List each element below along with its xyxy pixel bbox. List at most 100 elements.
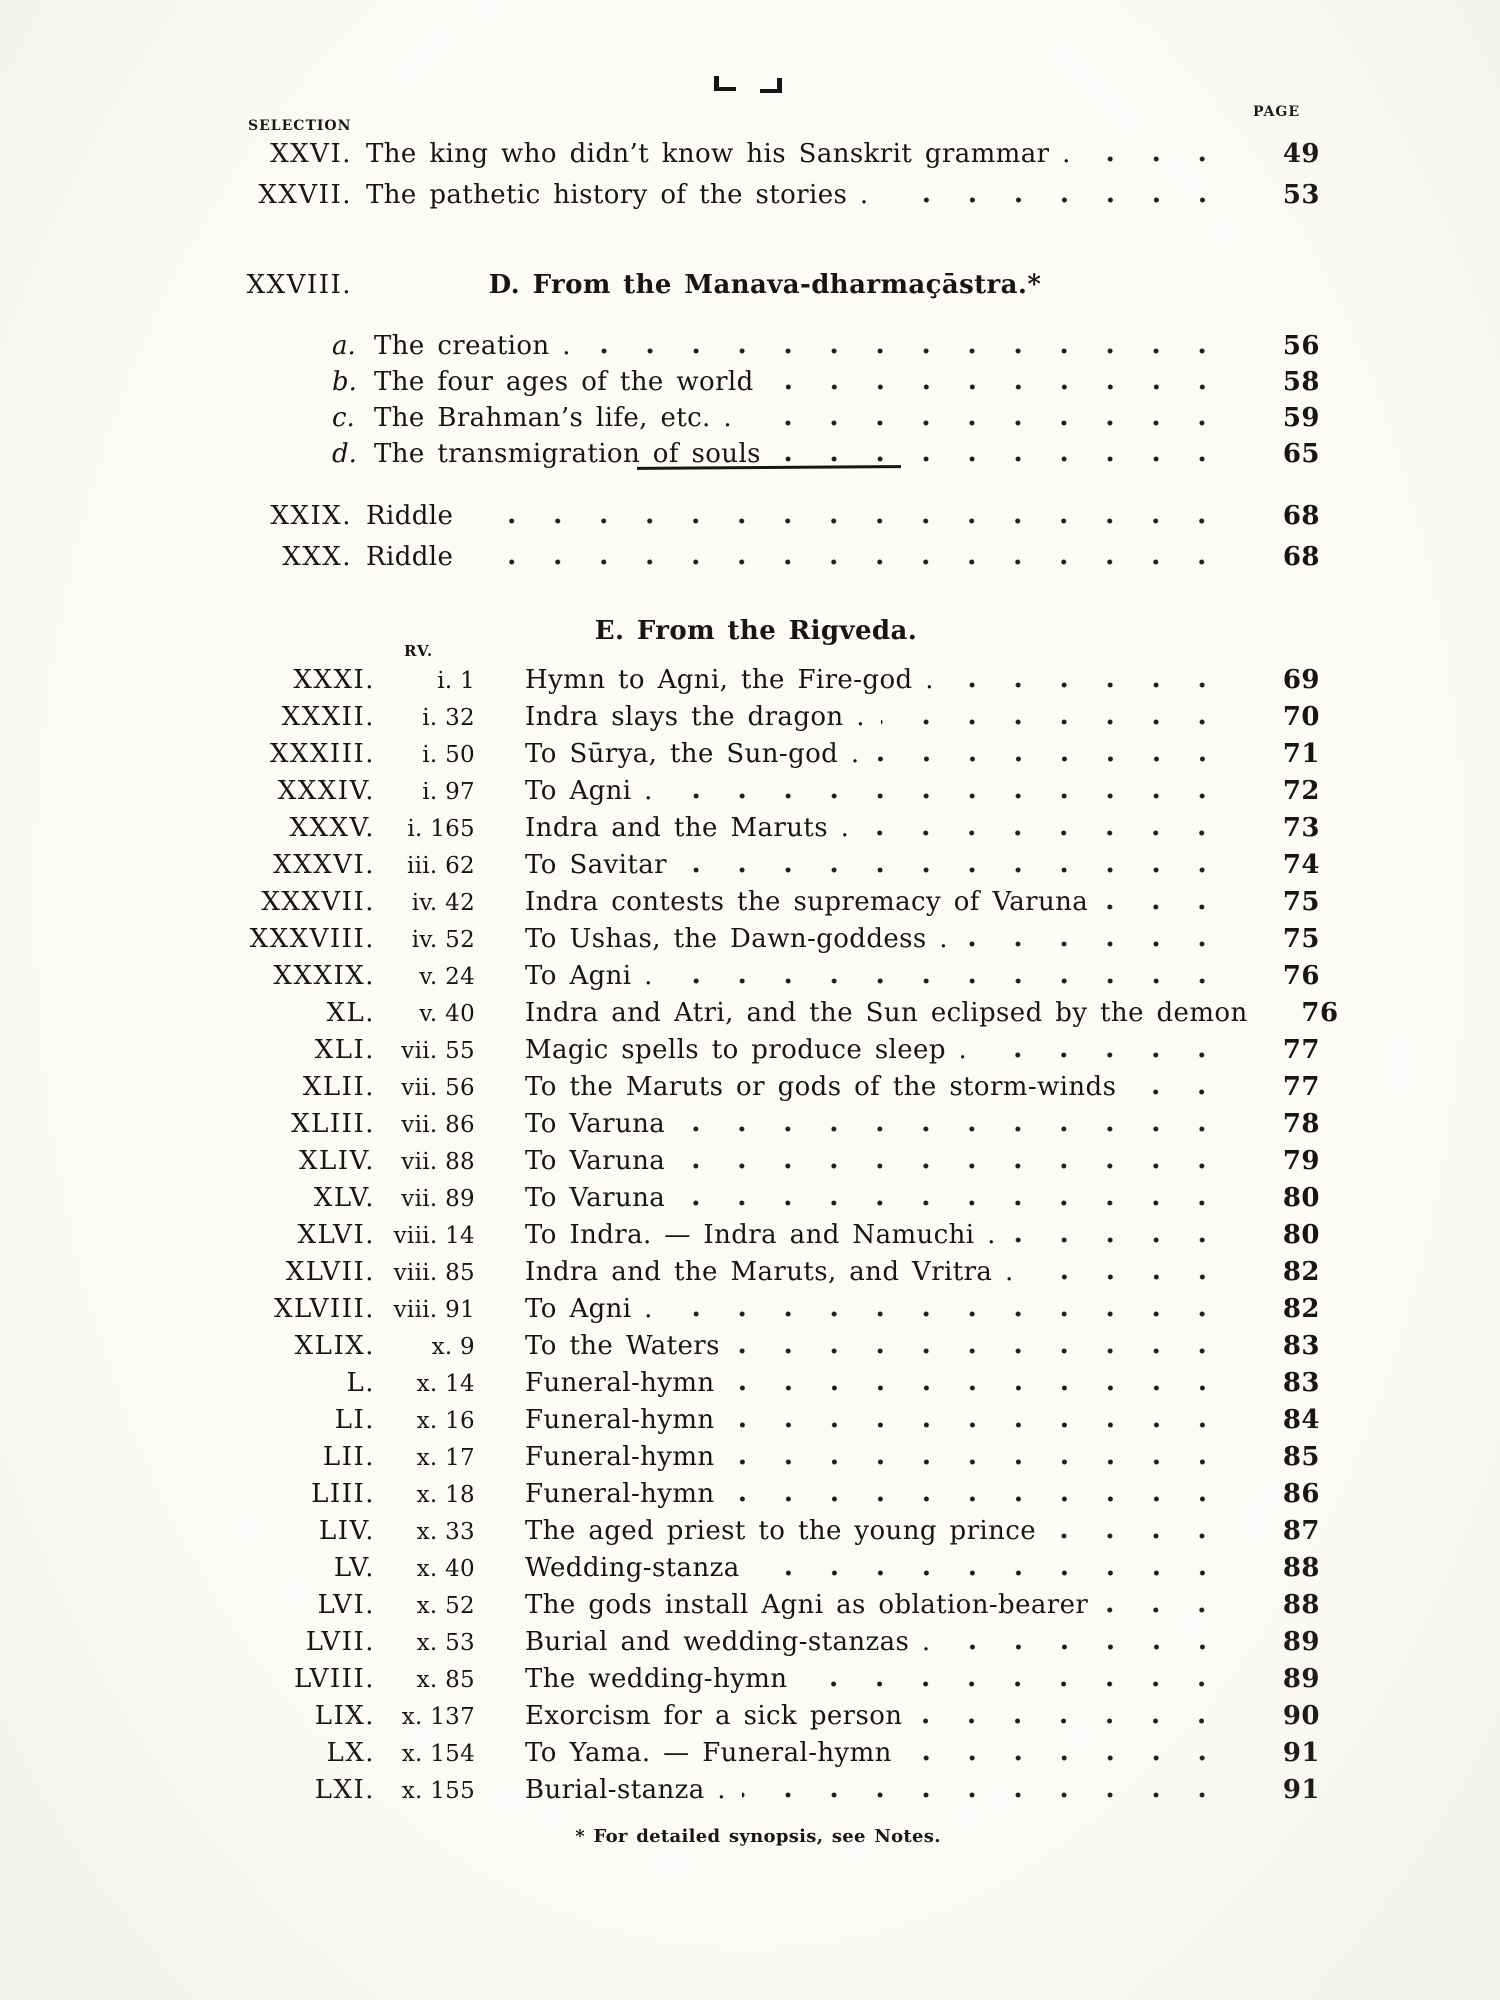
toc-entry-row: XXVI. The king who didn’t know his Sansk…	[180, 134, 1320, 175]
entry-title: The Brahman’s life, etc. .	[374, 403, 733, 433]
entry-title: The transmigration of souls	[374, 439, 761, 469]
selection-numeral: XXXVIII.	[249, 924, 375, 954]
selection-numeral: LXI.	[314, 1775, 375, 1805]
entry-title: To Ushas, the Dawn-goddess .	[525, 924, 948, 954]
page-number: 72	[1282, 776, 1320, 806]
dot-leader	[730, 1421, 1245, 1428]
dot-leader	[1132, 1088, 1245, 1095]
page-number: 84	[1282, 1405, 1320, 1435]
entry-title: Funeral-hymn	[525, 1368, 715, 1398]
rigveda-reference: iv. 52	[411, 927, 475, 953]
rigveda-reference: x. 155	[401, 1778, 475, 1804]
dot-leader	[469, 517, 1245, 524]
toc-entry-row: XLV. vii. 89 To Varuna 80	[180, 1180, 1320, 1217]
front-toc-rows: XXVI. The king who didn’t know his Sansk…	[180, 134, 1320, 216]
dot-leader	[682, 866, 1245, 873]
selection-numeral: XXXIII.	[269, 739, 375, 769]
selection-numeral: LIII.	[311, 1479, 375, 1509]
page-column-header: PAGE	[1253, 104, 1300, 120]
dot-leader	[681, 1125, 1245, 1132]
entry-title: Riddle	[366, 501, 454, 531]
selection-numeral: XLIX.	[294, 1331, 375, 1361]
section-d-heading-row: XXVIII. D. From the Manava-dharmaçāstra.…	[180, 270, 1320, 304]
footnote: * For detailed synopsis, see Notes.	[575, 1826, 941, 1847]
dot-leader	[907, 1754, 1245, 1761]
rigveda-reference: iv. 42	[411, 890, 475, 916]
dot-leader	[1052, 1532, 1245, 1539]
toc-entry-row: XL. v. 40 Indra and Atri, and the Sun ec…	[180, 995, 1338, 1032]
dot-leader	[1011, 1236, 1245, 1243]
dot-leader	[668, 792, 1245, 799]
toc-entry-row: XXXVI. iii. 62 To Savitar 74	[180, 847, 1320, 884]
entry-title: Indra and Atri, and the Sun eclipsed by …	[525, 998, 1248, 1028]
entry-title: Magic spells to produce sleep .	[525, 1035, 968, 1065]
subentry-letter: c.	[332, 403, 355, 433]
rigveda-reference: x. 18	[416, 1482, 475, 1508]
entry-title: The gods install Agni as oblation-bearer	[525, 1590, 1089, 1620]
selection-numeral: LVII.	[305, 1627, 375, 1657]
rigveda-reference: x. 16	[416, 1408, 475, 1434]
toc-entry-row: LIX. x. 137 Exorcism for a sick person 9…	[180, 1698, 1320, 1735]
dot-leader	[748, 419, 1245, 426]
toc-entry-row: XXXI. i. 1 Hymn to Agni, the Fire-god . …	[180, 662, 1320, 699]
toc-entry-row: XLIX. x. 9 To the Waters 83	[180, 1328, 1320, 1365]
dot-leader	[586, 347, 1245, 354]
dot-leader	[735, 1347, 1245, 1354]
entry-title: The king who didn’t know his Sanskrit gr…	[366, 139, 1071, 169]
rigveda-reference: x. 9	[431, 1334, 475, 1360]
toc-entry-row: XXXIX. v. 24 To Agni . 76	[180, 958, 1320, 995]
toc-entry-row: XLVII. viii. 85 Indra and the Maruts, an…	[180, 1254, 1320, 1291]
subentry-letter: d.	[332, 439, 357, 469]
toc-entry-row: XXXV. i. 165 Indra and the Maruts . 73	[180, 810, 1320, 847]
entry-title: Riddle	[366, 542, 454, 572]
toc-subentry-row: a. The creation . 56	[332, 328, 1320, 364]
rigveda-reference: vii. 88	[401, 1149, 475, 1175]
selection-numeral: XXXIV.	[277, 776, 375, 806]
page-number: 75	[1282, 924, 1320, 954]
selection-numeral: XXXI.	[293, 665, 375, 695]
entry-title: To the Waters	[525, 1331, 720, 1361]
dot-leader	[730, 1458, 1245, 1465]
entry-title: To the Maruts or gods of the storm-winds	[525, 1072, 1117, 1102]
page-number: 58	[1282, 367, 1320, 397]
dot-leader	[681, 1162, 1245, 1169]
selection-numeral: XLI.	[314, 1035, 375, 1065]
dot-leader	[803, 1680, 1245, 1687]
rigveda-reference: i. 32	[422, 705, 475, 731]
rigveda-reference: x. 85	[416, 1667, 475, 1693]
page-number: 75	[1282, 887, 1320, 917]
entry-title: To Varuna	[525, 1146, 666, 1176]
dot-leader	[1104, 1606, 1245, 1613]
dot-leader	[1029, 1273, 1245, 1280]
crop-mark-left-icon	[714, 76, 736, 91]
selection-numeral: LIX.	[314, 1701, 375, 1731]
rigveda-reference: viii. 14	[393, 1223, 475, 1249]
rigveda-reference: x. 17	[416, 1445, 475, 1471]
selection-numeral: XXVI.	[270, 139, 352, 169]
page-number: 53	[1282, 180, 1320, 210]
rigveda-reference: v. 40	[419, 1001, 475, 1027]
entry-title: To Varuna	[525, 1109, 666, 1139]
page-number: 56	[1282, 331, 1320, 361]
rigveda-reference: i. 1	[437, 668, 475, 694]
section-d-title: D. From the Manava-dharmaçāstra.*	[488, 270, 1042, 300]
toc-entry-row: LV. x. 40 Wedding-stanza 88	[180, 1550, 1320, 1587]
toc-entry-row: XLI. vii. 55 Magic spells to produce sle…	[180, 1032, 1320, 1069]
selection-numeral: XLVI.	[297, 1220, 375, 1250]
page-number: 83	[1282, 1368, 1320, 1398]
page-number: 76	[1282, 961, 1320, 991]
toc-entry-row: XLVI. viii. 14 To Indra. — Indra and Nam…	[180, 1217, 1320, 1254]
entry-title: Burial-stanza .	[525, 1775, 726, 1805]
rigveda-column-header: RV.	[404, 642, 434, 660]
entry-title: The four ages of the world	[374, 367, 754, 397]
page-number: 59	[1282, 403, 1320, 433]
page-number: 85	[1282, 1442, 1320, 1472]
toc-entry-row: XXXII. i. 32 Indra slays the dragon . 70	[180, 699, 1320, 736]
page-number: 79	[1282, 1146, 1320, 1176]
selection-column-header: SELECTION	[248, 118, 352, 134]
dot-leader	[865, 829, 1245, 836]
rigveda-reference: x. 137	[401, 1704, 475, 1730]
entry-title: Indra and the Maruts, and Vritra .	[525, 1257, 1014, 1287]
toc-entry-row: XLVIII. viii. 91 To Agni . 82	[180, 1291, 1320, 1328]
dot-leader	[755, 1569, 1245, 1576]
